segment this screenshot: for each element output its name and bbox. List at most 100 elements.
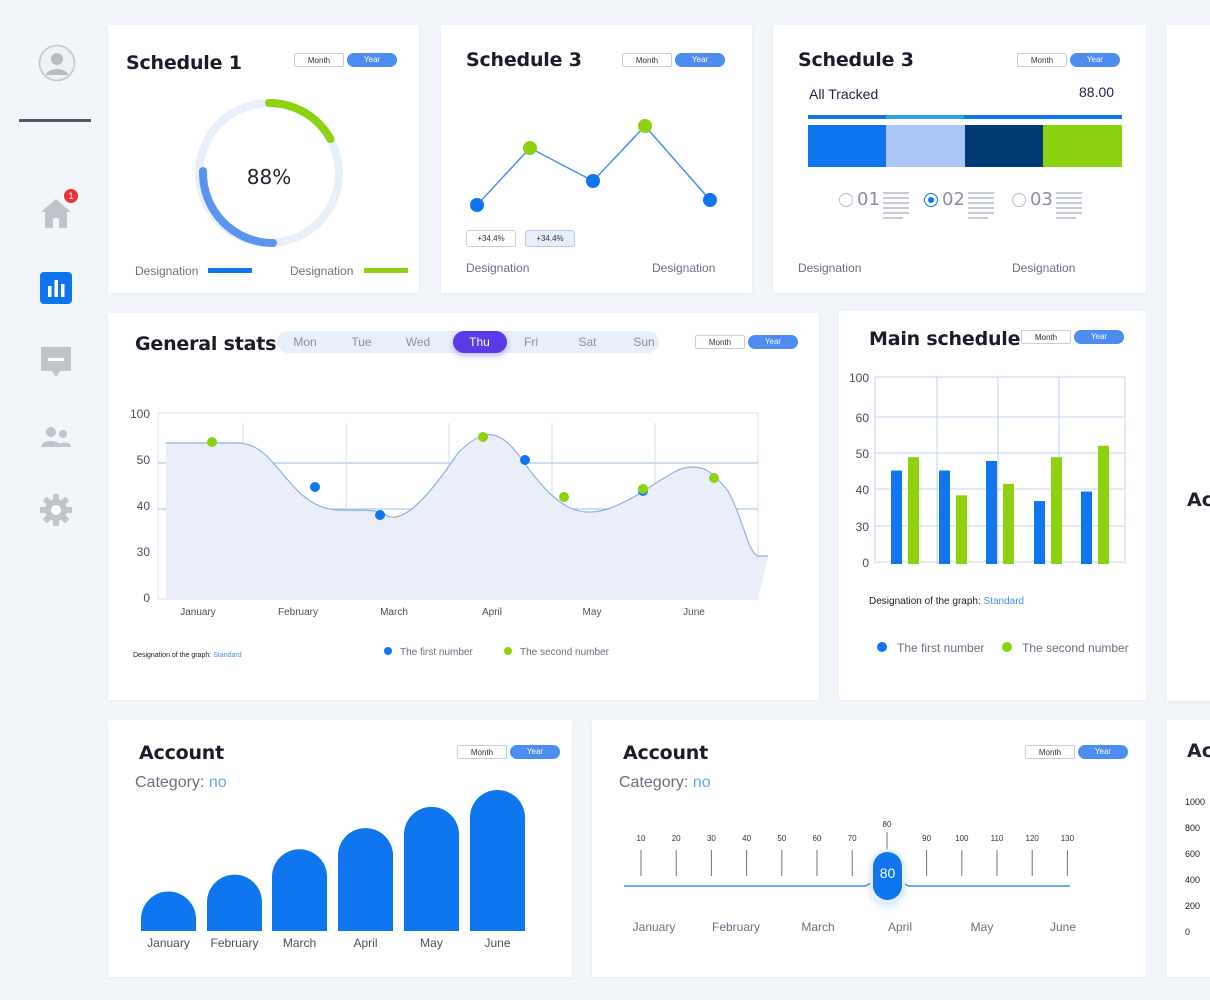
tab-tue[interactable]: Tue	[351, 335, 372, 349]
label-left: Designation	[466, 261, 530, 275]
legend-first: The first number	[877, 641, 984, 655]
tracked-option[interactable]: 02	[924, 189, 1004, 231]
scale-tick-label: 80	[883, 820, 892, 829]
card-title: Schedule 3	[466, 49, 582, 71]
bar-chart: 100 60 50 40 30 0	[849, 371, 1126, 570]
avatar[interactable]	[38, 44, 76, 82]
designation-value[interactable]: Standard	[983, 596, 1025, 607]
designation-label: Designation of the graph:	[869, 596, 981, 607]
tracked-option[interactable]: 01	[839, 189, 919, 231]
tab-sat[interactable]: Sat	[578, 335, 597, 349]
radio[interactable]	[839, 193, 853, 207]
year-button[interactable]: Year	[510, 745, 560, 759]
users-icon[interactable]	[39, 420, 73, 454]
tracked-label: All Tracked	[809, 86, 879, 102]
month-label: February	[712, 920, 760, 934]
period-toggle: Month Year	[454, 745, 560, 759]
tracked-option[interactable]: 03	[1012, 189, 1092, 231]
tab-fri[interactable]: Fri	[524, 335, 538, 349]
x-tick-label: June	[484, 936, 510, 950]
second-number-point	[478, 432, 488, 442]
month-label: April	[888, 920, 912, 934]
year-button[interactable]: Year	[1070, 53, 1120, 67]
legend-second-label: The second number	[1022, 641, 1129, 655]
month-button[interactable]: Month	[457, 745, 507, 759]
year-button[interactable]: Year	[1078, 745, 1128, 759]
partial-title: Acc	[1187, 489, 1210, 511]
data-point	[638, 119, 652, 133]
badge-2: +34.4%	[525, 230, 575, 247]
y-tick-label: 200	[1185, 901, 1201, 911]
year-button[interactable]: Year	[748, 335, 798, 349]
category-label: Category:	[135, 774, 205, 791]
option-number: 03	[1030, 189, 1053, 210]
y-tick-label: 60	[856, 411, 870, 425]
card-title: Schedule 1	[126, 52, 242, 74]
tab-thu[interactable]: Thu	[452, 331, 507, 353]
card-title: General stats	[135, 333, 277, 355]
y-tick-label: 30	[137, 545, 151, 559]
first-number-point	[375, 510, 385, 520]
scale-tick-label: 50	[777, 834, 786, 843]
y-tick-label: 100	[849, 371, 869, 385]
data-point	[523, 141, 537, 155]
month-button[interactable]: Month	[695, 335, 745, 349]
x-tick-label: January	[147, 936, 190, 950]
month-label: March	[801, 920, 834, 934]
month-button[interactable]: Month	[622, 53, 672, 67]
x-tick-label: March	[380, 607, 408, 618]
label-right: Designation	[1012, 261, 1076, 275]
rounded-bar-chart: January February March April May June	[141, 790, 525, 950]
radio-selected[interactable]	[924, 193, 938, 207]
legend-second: The second number	[504, 647, 609, 658]
data-point	[703, 193, 717, 207]
data-point	[470, 198, 484, 212]
period-toggle: Month Year	[1014, 53, 1120, 67]
account-bar	[404, 806, 459, 931]
month-label: January	[633, 920, 676, 934]
category: Category: no	[135, 774, 227, 792]
second-number-bar	[908, 457, 919, 564]
tab-sun[interactable]: Sun	[633, 335, 655, 349]
category-value[interactable]: no	[692, 774, 711, 791]
month-button[interactable]: Month	[1025, 745, 1075, 759]
tab-wed[interactable]: Wed	[405, 335, 431, 349]
period-toggle: Month Year	[291, 53, 397, 67]
chart-icon[interactable]	[39, 271, 73, 305]
y-tick-label: 50	[856, 447, 870, 461]
y-tick-label: 0	[143, 591, 150, 605]
scale-tick-label: 30	[707, 834, 716, 843]
year-button[interactable]: Year	[1074, 330, 1124, 344]
tab-mon[interactable]: Mon	[293, 335, 317, 349]
year-button[interactable]: Year	[675, 53, 725, 67]
message-icon[interactable]	[39, 345, 73, 379]
x-tick-label: March	[283, 936, 316, 950]
card-title: Account	[139, 742, 225, 764]
home-icon[interactable]	[39, 196, 73, 230]
month-button[interactable]: Month	[294, 53, 344, 67]
month-button[interactable]: Month	[1017, 53, 1067, 67]
radio[interactable]	[1012, 193, 1026, 207]
month-label: June	[1050, 920, 1076, 934]
line-chart	[470, 119, 717, 212]
designation-value[interactable]: Standard	[213, 652, 242, 659]
option-number: 01	[857, 189, 880, 210]
option-number: 02	[942, 189, 965, 210]
account-bar	[272, 849, 327, 931]
y-tick-label: 800	[1185, 823, 1201, 833]
legend-bar-blue	[208, 268, 252, 273]
first-number-point	[520, 455, 530, 465]
scale-tick-label: 70	[848, 834, 857, 843]
area-chart: 100 50 40 30 0 January February March April May Ju…	[130, 407, 768, 618]
y-tick-label: 0	[862, 556, 869, 570]
first-number-bar	[1081, 491, 1092, 564]
gear-icon[interactable]	[39, 493, 73, 527]
first-number-point	[310, 482, 320, 492]
slider-handle[interactable]	[873, 852, 902, 900]
schedule-3-tracked-card: Schedule 3 Month Year All Tracked 88.00 …	[773, 25, 1146, 293]
scale-tick-label: 40	[742, 834, 751, 843]
year-button[interactable]: Year	[347, 53, 397, 67]
category-value[interactable]: no	[208, 774, 227, 791]
month-button[interactable]: Month	[1021, 330, 1071, 344]
card-title: Account	[623, 742, 709, 764]
